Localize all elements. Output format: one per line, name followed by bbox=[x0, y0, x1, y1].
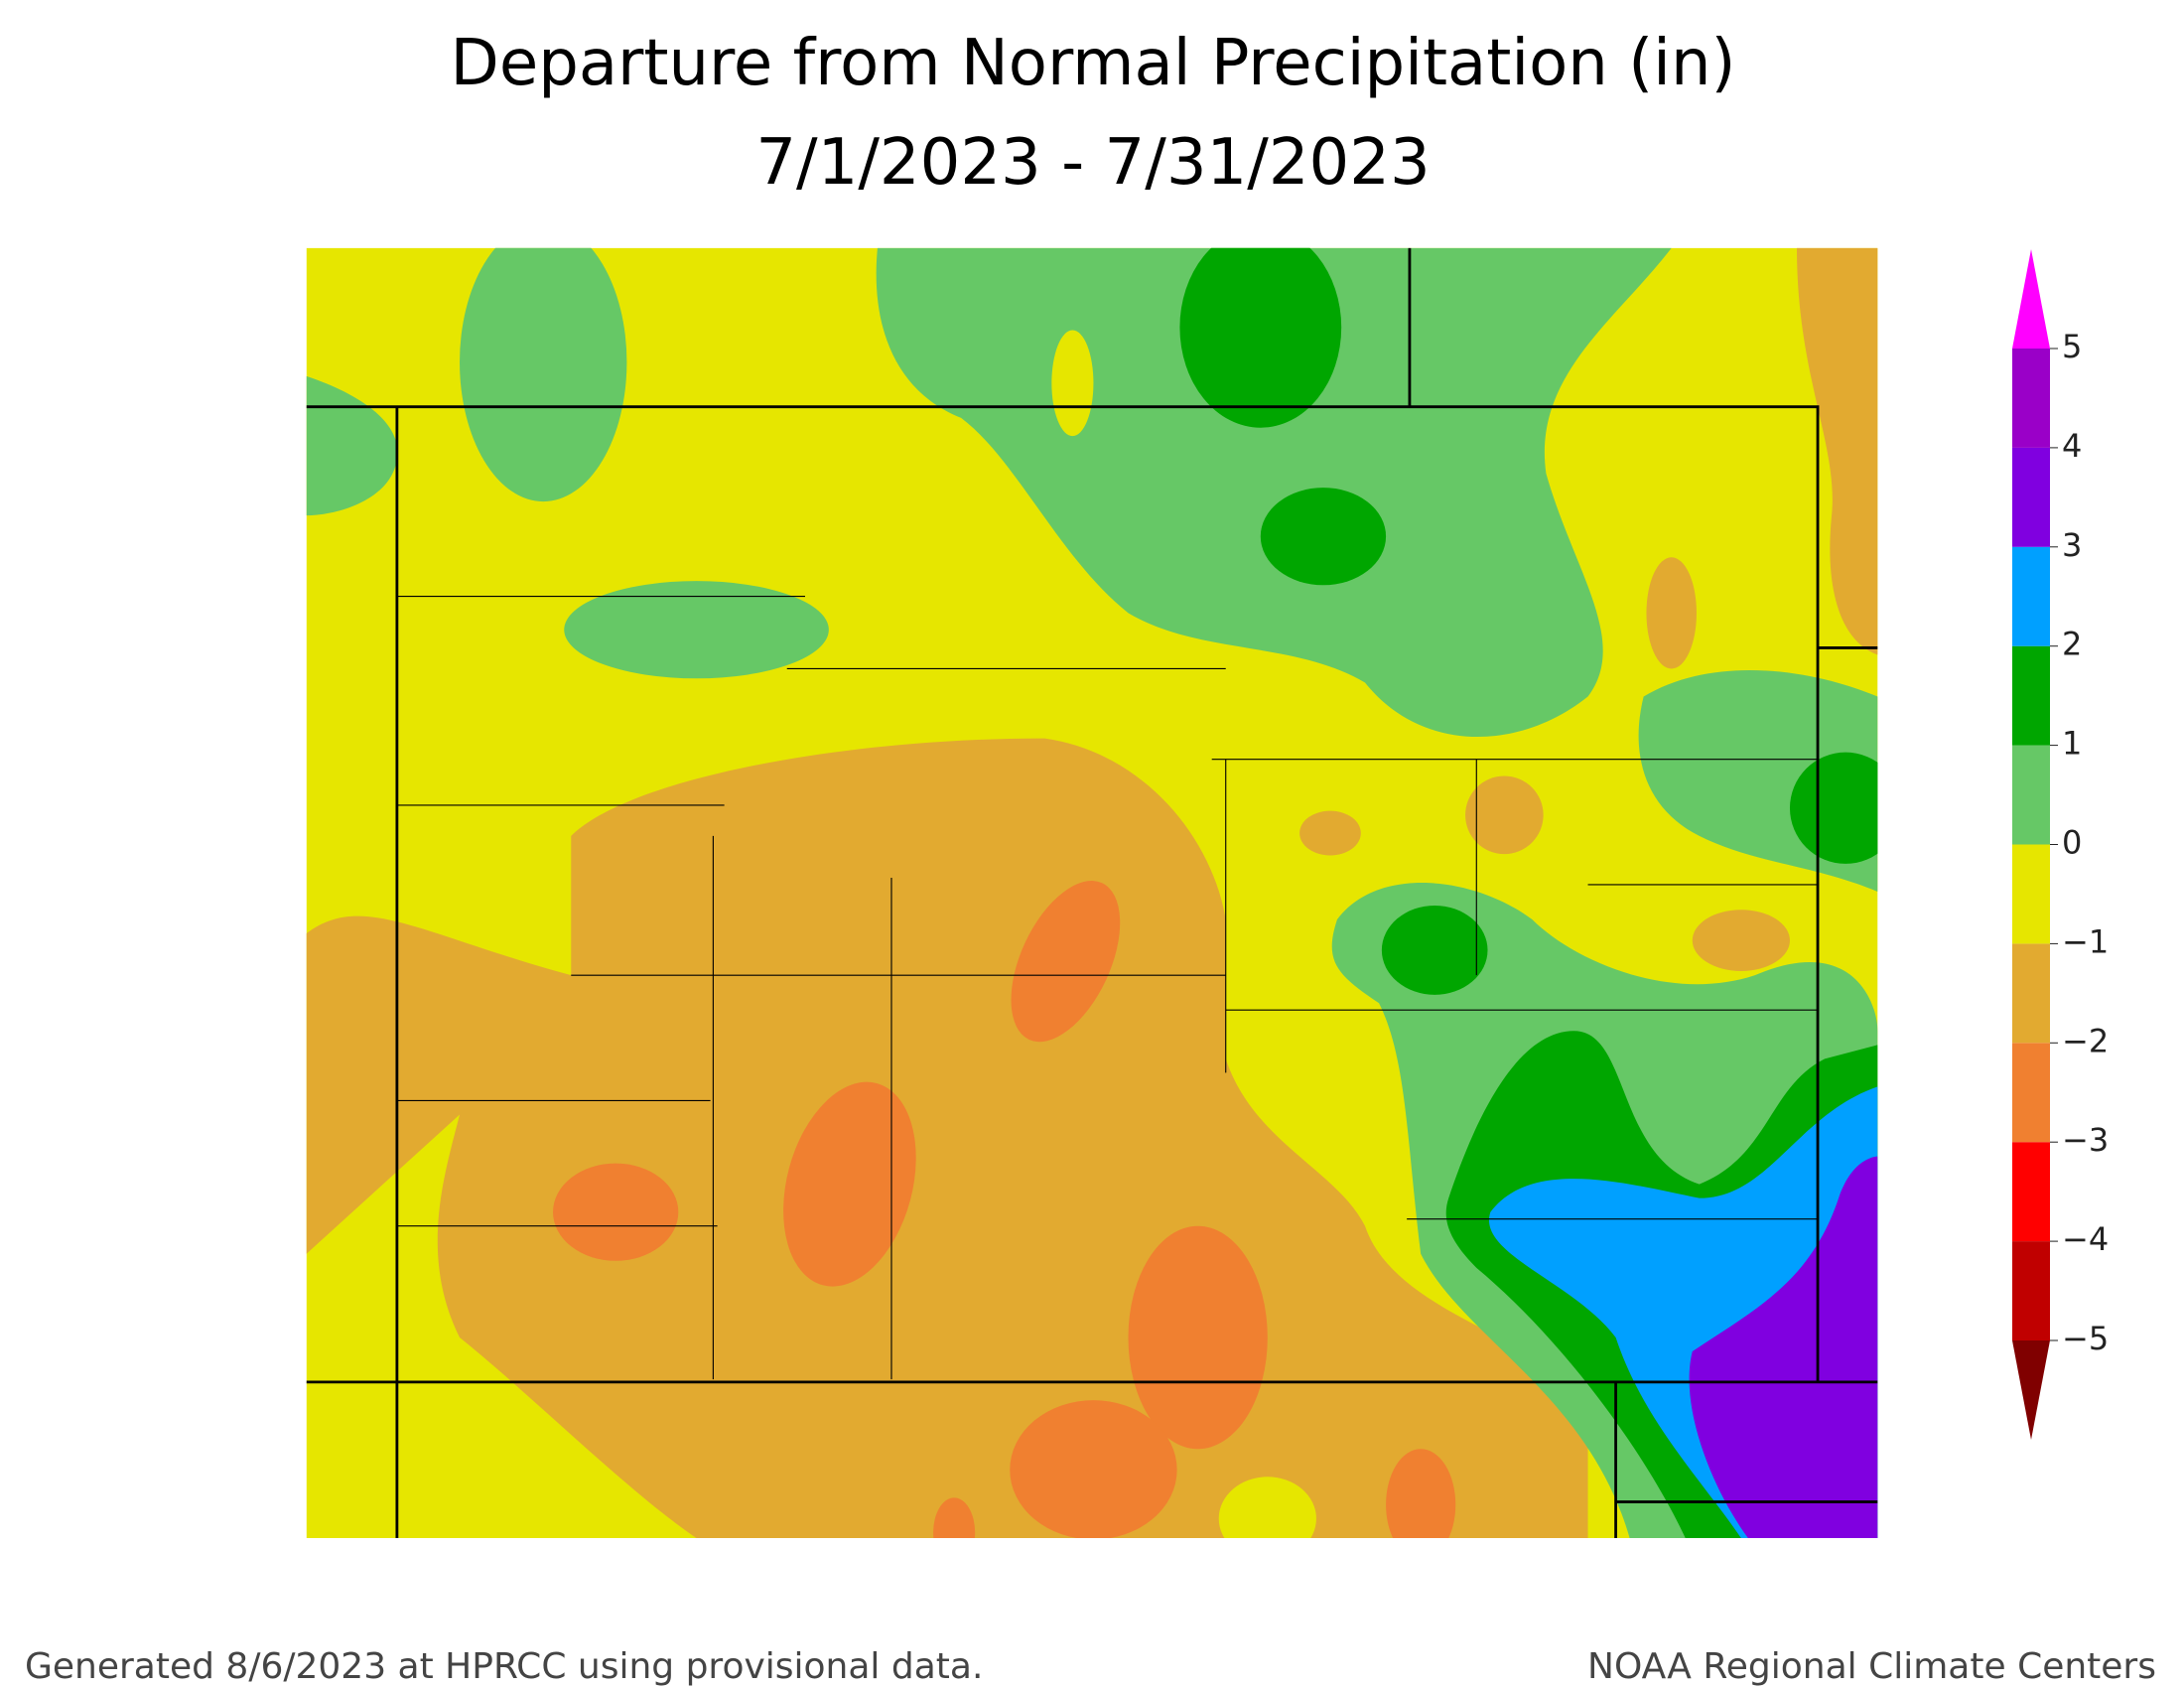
legend-tick-label: −1 bbox=[2062, 922, 2109, 960]
subtitle: 7/1/2023 - 7/31/2023 bbox=[755, 126, 1430, 200]
legend-bin bbox=[2012, 546, 2050, 646]
footer-right: NOAA Regional Climate Centers bbox=[1587, 1646, 2156, 1687]
legend-tick-label: −5 bbox=[2062, 1320, 2109, 1357]
legend-bin bbox=[2012, 1043, 2050, 1143]
legend-bin bbox=[2012, 1142, 2050, 1242]
legend-tick-label: −4 bbox=[2062, 1220, 2109, 1258]
legend-tick-label: −3 bbox=[2062, 1121, 2109, 1159]
legend-bin bbox=[2012, 943, 2050, 1044]
legend-bin bbox=[2012, 645, 2050, 746]
legend-tick-label: 1 bbox=[2062, 725, 2082, 763]
legend-bin bbox=[2012, 1241, 2050, 1340]
legend-tick-label: 3 bbox=[2062, 526, 2082, 564]
legend-bin bbox=[2012, 745, 2050, 845]
footer-left: Generated 8/6/2023 at HPRCC using provis… bbox=[25, 1646, 983, 1687]
legend-bin bbox=[2012, 844, 2050, 944]
map bbox=[306, 247, 1878, 1539]
title: Departure from Normal Precipitation (in) bbox=[451, 27, 1736, 100]
legend-tick-label: 5 bbox=[2062, 328, 2082, 365]
legend-high-arrow bbox=[2012, 249, 2050, 349]
legend-tick-label: 4 bbox=[2062, 427, 2082, 465]
legend-bin bbox=[2012, 447, 2050, 547]
legend: −5 −4 −3 −2 −1 0 1 2 3 4 5 bbox=[2012, 249, 2109, 1440]
legend-bin bbox=[2012, 349, 2050, 448]
legend-tick-label: 0 bbox=[2062, 824, 2082, 862]
legend-tick-label: −2 bbox=[2062, 1022, 2109, 1059]
legend-tick-label: 2 bbox=[2062, 626, 2082, 663]
legend-low-arrow bbox=[2012, 1340, 2050, 1440]
